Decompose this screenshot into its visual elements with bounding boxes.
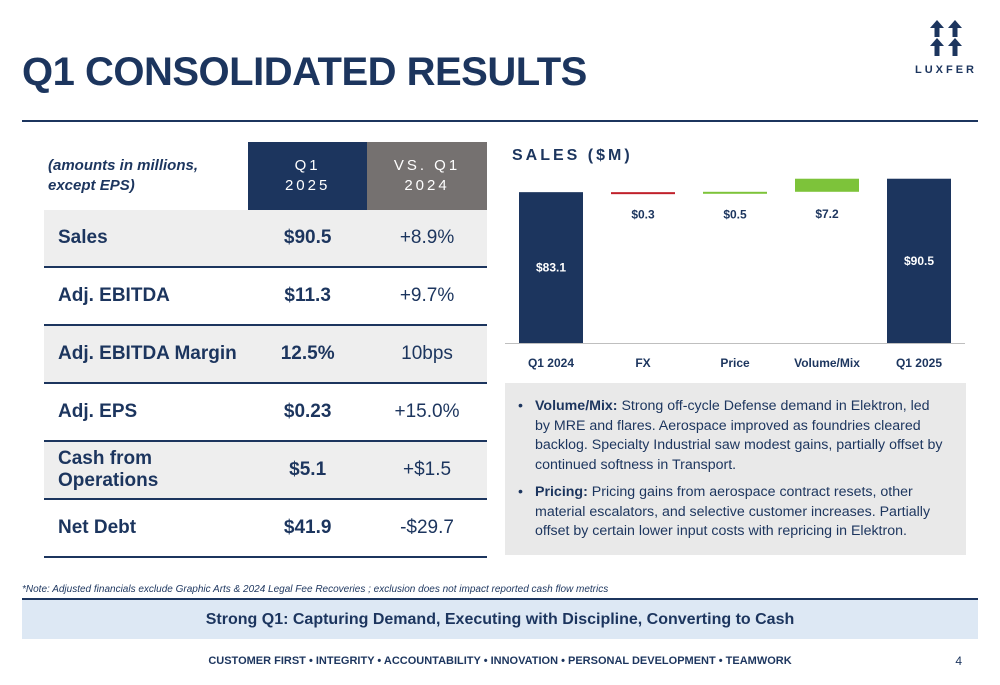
chart-bar (795, 178, 859, 192)
metric-label: Adj. EBITDA Margin (44, 325, 249, 384)
x-tick-label: Volume/Mix (794, 356, 860, 370)
bar-value-label: $0.5 (723, 208, 747, 222)
chart-bar (519, 192, 583, 343)
metric-value: 12.5% (248, 325, 368, 384)
metric-label: Adj. EPS (44, 383, 249, 442)
metric-change: +9.7% (367, 267, 487, 326)
chart-title: SALES ($M) (512, 147, 633, 164)
column-header-vs-q1-2024: VS. Q1 2024 (367, 142, 487, 210)
company-values: CUSTOMER FIRST • INTEGRITY • ACCOUNTABIL… (208, 655, 792, 667)
page-title: Q1 CONSOLIDATED RESULTS (22, 50, 587, 94)
bullet-dot-icon: • (518, 484, 523, 500)
chart-bar (703, 191, 767, 194)
table-note-line1: (amounts in millions, (48, 157, 199, 174)
sales-waterfall-chart: $83.1 Q1 2024 $0.3 FX $0.5 Price $7.2 Volume/Mi… (505, 178, 965, 370)
table-note: (amounts in millions, except EPS) (44, 142, 248, 210)
chart-bar (887, 178, 951, 343)
results-table: (amounts in millions, except EPS) Q1 202… (44, 142, 487, 558)
column-header-vs-q1: VS. Q1 (393, 157, 461, 174)
metric-value: $11.3 (248, 267, 368, 326)
bar-value-label: $90.5 (904, 254, 934, 268)
x-tick-label: Q1 2024 (528, 356, 574, 370)
metric-change: +8.9% (367, 210, 487, 268)
column-header-2024: 2024 (404, 177, 450, 194)
metric-change: +$1.5 (367, 441, 487, 500)
logo-wordmark: LUXFER (915, 64, 977, 76)
metric-change: 10bps (367, 325, 487, 384)
metric-value: $41.9 (248, 499, 368, 558)
table-row: Adj. EBITDA Margin 12.5% 10bps (44, 325, 487, 384)
bullet-label: Volume/Mix: (535, 398, 618, 414)
bullet-label: Pricing: (535, 484, 588, 500)
luxfer-logo: LUXFER (912, 20, 980, 76)
title-divider (22, 120, 978, 122)
bullet-text: Pricing gains from aerospace contract re… (535, 484, 931, 539)
commentary-bullet: • Pricing: Pricing gains from aerospace c… (515, 483, 948, 542)
bar-value-label: $7.2 (815, 207, 839, 221)
commentary-box: • Volume/Mix: Strong off-cycle Defense de… (505, 383, 966, 555)
bar-value-label: $0.3 (631, 208, 655, 222)
arrows-logo-icon (930, 20, 962, 56)
chart-bar (611, 192, 675, 195)
table-row: Adj. EPS $0.23 +15.0% (44, 383, 487, 442)
commentary-bullet: • Volume/Mix: Strong off-cycle Defense de… (515, 397, 948, 475)
table-row: Sales $90.5 +8.9% (44, 210, 487, 268)
x-tick-label: FX (635, 356, 650, 370)
summary-banner: Strong Q1: Capturing Demand, Executing w… (22, 598, 978, 639)
metric-change: +15.0% (367, 383, 487, 442)
footnote: *Note: Adjusted financials exclude Graph… (22, 584, 609, 595)
bullet-text: Strong off-cycle Defense demand in Elekt… (535, 398, 943, 473)
column-header-2025: 2025 (284, 177, 331, 194)
table-header: (amounts in millions, except EPS) Q1 202… (44, 142, 487, 210)
bullet-dot-icon: • (518, 398, 523, 414)
metric-change: -$29.7 (367, 499, 487, 558)
metric-value: $90.5 (248, 210, 368, 268)
table-note-line2: except EPS) (48, 177, 135, 194)
metric-value: $0.23 (248, 383, 368, 442)
table-row: Net Debt $41.9 -$29.7 (44, 499, 487, 558)
x-tick-label: Q1 2025 (896, 356, 942, 370)
metric-label: Adj. EBITDA (44, 267, 249, 326)
page-number: 4 (955, 654, 962, 668)
x-tick-label: Price (720, 356, 750, 370)
metric-label: Sales (44, 210, 249, 268)
bar-value-label: $83.1 (536, 261, 566, 275)
table-row: Adj. EBITDA $11.3 +9.7% (44, 267, 487, 326)
metric-value: $5.1 (248, 441, 368, 500)
column-header-q1: Q1 (294, 157, 321, 174)
metric-label: Net Debt (44, 499, 249, 558)
column-header-q1-2025: Q1 2025 (248, 142, 368, 210)
metric-label: Cash from Operations (44, 441, 249, 500)
table-row: Cash from Operations $5.1 +$1.5 (44, 441, 487, 500)
